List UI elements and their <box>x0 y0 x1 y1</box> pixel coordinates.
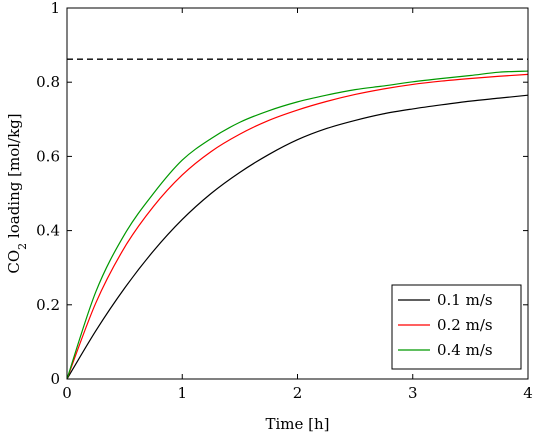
x-tick-label: 2 <box>293 384 303 402</box>
y-axis-label-rest: loading [mol/kg] <box>5 113 23 242</box>
y-tick-label: 0.6 <box>36 147 60 165</box>
legend-label-1: 0.1 m/s <box>437 291 493 309</box>
y-tick-label: 0.2 <box>36 296 60 314</box>
plot-frame <box>66 7 529 380</box>
y-tick-label: 0 <box>50 370 60 388</box>
x-tick-label: 1 <box>177 384 187 402</box>
x-tick-label: 0 <box>62 384 72 402</box>
y-axis-label-subscript: 2 <box>16 243 29 250</box>
legend-label-3: 0.4 m/s <box>437 341 493 359</box>
x-tick-label: 3 <box>408 384 418 402</box>
series-line-2 <box>66 73 529 380</box>
y-tick-label: 0.4 <box>36 222 60 240</box>
y-tick-label: 0.8 <box>36 73 60 91</box>
x-tick-label: 4 <box>523 384 533 402</box>
series-line-3 <box>66 70 529 380</box>
y-axis-label-main: CO <box>5 250 23 274</box>
x-axis-label: Time [h] <box>265 415 329 433</box>
series-layer <box>66 70 529 380</box>
legend-box <box>391 284 522 370</box>
y-axis-label: CO2 loading [mol/kg] <box>5 113 29 273</box>
legend-label-2: 0.2 m/s <box>437 316 493 334</box>
series-line-1 <box>66 94 529 380</box>
y-tick-label: 1 <box>50 0 60 17</box>
legend: 0.1 m/s 0.2 m/s 0.4 m/s <box>391 284 522 370</box>
